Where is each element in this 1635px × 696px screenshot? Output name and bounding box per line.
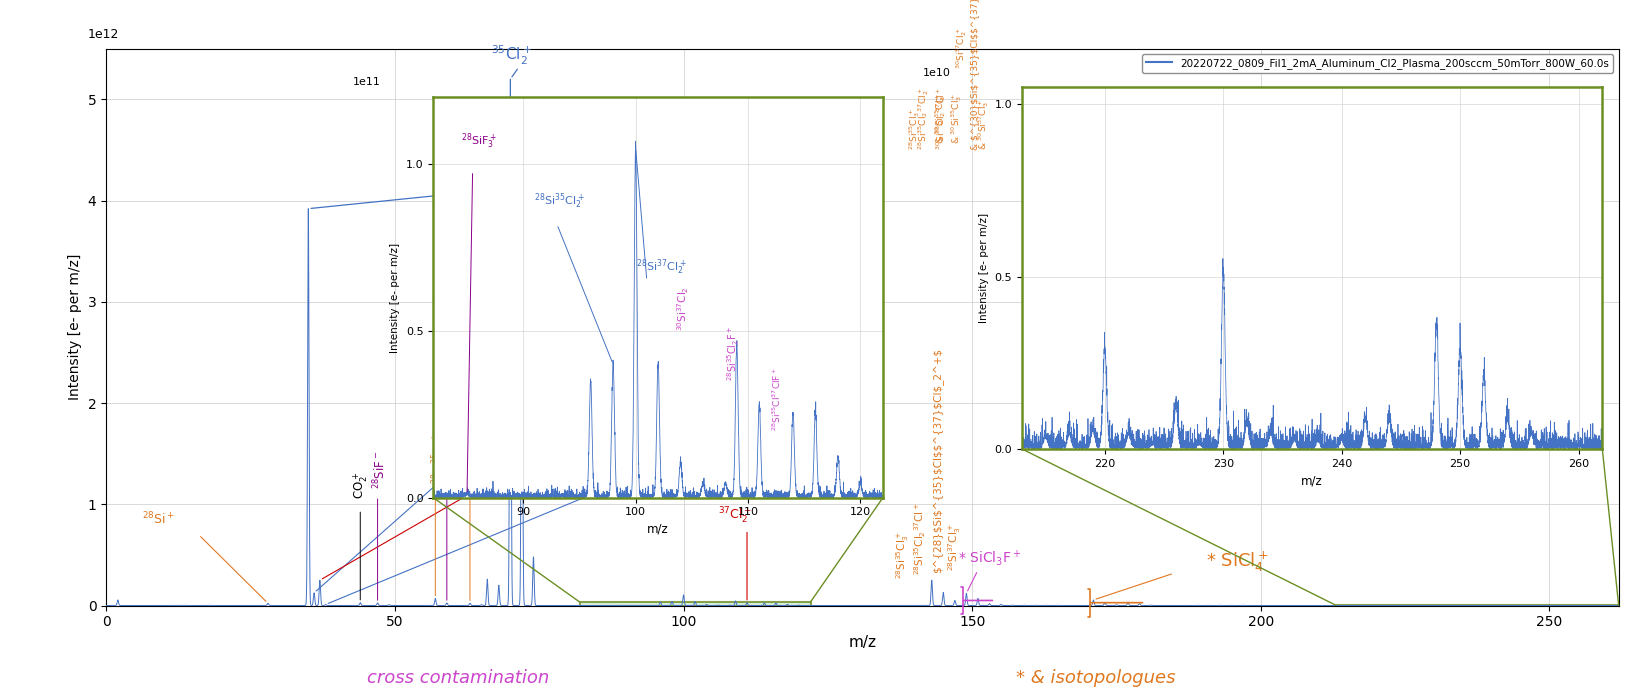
Text: $^{30}$Si$^{37}$Cl$_2$: $^{30}$Si$^{37}$Cl$_2$ [675,286,690,331]
Text: $^{30}$Si$^{37}$Cl$_2^+$
& $^{30}$Si$^{35}$Cl$$^{37}$Cl$_2^+$: $^{30}$Si$^{37}$Cl$_2^+$ & $^{30}$Si$^{3… [953,0,979,150]
Text: $^{35}$Cl$_2^+$: $^{35}$Cl$_2^+$ [492,44,533,68]
Text: $^{28}$Si$^{35}$Cl$^+$: $^{28}$Si$^{35}$Cl$^+$ [430,433,446,484]
Text: cross contamination: cross contamination [366,670,549,688]
Y-axis label: Intensity [e- per m/z]: Intensity [e- per m/z] [391,242,401,353]
Text: $^{28}$Si$^{37}$Cl$^+$: $^{28}$Si$^{37}$Cl$^+$ [476,397,492,449]
Text: $^{28}$SiF$_2^-$: $^{28}$SiF$_2^-$ [448,448,468,484]
Bar [580,602,811,606]
Text: * & isotopologues: * & isotopologues [1015,670,1176,688]
Text: $^{28}$Si$^{35}$Cl$_3^+$: $^{28}$Si$^{35}$Cl$_3^+$ [907,109,922,150]
Text: $^{28}$Si$^{35}$Cl$_2$$^{37}$Cl$^+$: $^{28}$Si$^{35}$Cl$_2$$^{37}$Cl$^+$ [912,503,929,575]
Text: $^{30}$Si$^{35}$Cl$_2$$^{37}$Cl$^+$
& $^{30}$Si$^{35}$Cl$_3^+$: $^{30}$Si$^{35}$Cl$_2$$^{37}$Cl$^+$ & $^… [934,87,965,150]
Text: $^{28}$SiF$_3^+$: $^{28}$SiF$_3^+$ [461,131,497,150]
Text: $^{28}$Si$^{35}$Cl$$^{37}$Cl$_2^+$: $^{28}$Si$^{35}$Cl$$^{37}$Cl$_2^+$ [932,348,943,573]
Y-axis label: Intensity [e- per m/z]: Intensity [e- per m/z] [69,254,82,400]
Text: $^{28}$Si$^{35}$Cl$_2$$^{37}$Cl$_2^+$
& $^{30}$Si$^{35}$Cl$_3^+$: $^{28}$Si$^{35}$Cl$_2$$^{37}$Cl$_2^+$ & … [916,87,948,150]
Text: $^{28}$Si$^+$: $^{28}$Si$^+$ [142,511,175,528]
Text: $^{28}$Si$^{37}$Cl$_3^+$: $^{28}$Si$^{37}$Cl$_3^+$ [947,523,963,571]
Text: CO$_2^+$: CO$_2^+$ [352,472,370,499]
Text: $^{28}$Si$^{35}$Cl$_2$F$^+$: $^{28}$Si$^{35}$Cl$_2$F$^+$ [726,326,741,381]
Text: & $^{30}$Si$^{37}$Cl$_3^+$: & $^{30}$Si$^{37}$Cl$_3^+$ [976,98,991,150]
Text: $^{28}$Si$^{37}$Cl$_2^+$: $^{28}$Si$^{37}$Cl$_2^+$ [636,258,687,277]
Text: $^{28}$Si$^{35}$Cl$^{37}$ClF$^+$: $^{28}$Si$^{35}$Cl$^{37}$ClF$^+$ [770,367,783,431]
Text: 1e12: 1e12 [88,28,119,40]
Text: H$^{35}$Cl$^+$: H$^{35}$Cl$^+$ [661,293,706,310]
X-axis label: m/z: m/z [849,635,876,650]
Y-axis label: Intensity [e- per m/z]: Intensity [e- per m/z] [979,213,989,323]
Text: $^{37}$Cl$_2^+$: $^{37}$Cl$_2^+$ [718,505,752,525]
Text: * SiCl$_4^+$: * SiCl$_4^+$ [1207,550,1269,574]
Text: $^{28}$SiF$^-$: $^{28}$SiF$^-$ [373,451,389,489]
X-axis label: m/z: m/z [1301,474,1323,487]
Text: H$^{37}$Cl$^+$: H$^{37}$Cl$^+$ [788,404,832,421]
Legend: 20220722_0809_Fil1_2mA_Aluminum_Cl2_Plasma_200sccm_50mTorr_800W_60.0s: 20220722_0809_Fil1_2mA_Aluminum_Cl2_Plas… [1141,54,1614,73]
Text: $^{37}$Cl$^+$: $^{37}$Cl$^+$ [729,334,765,350]
Text: $^{28}$Si$^{35}$Cl$_3^+$: $^{28}$Si$^{35}$Cl$_3^+$ [894,532,911,579]
Text: * SiCl$_3$F$^+$: * SiCl$_3$F$^+$ [958,548,1022,568]
Text: 1e11: 1e11 [353,77,381,88]
X-axis label: m/z: m/z [647,523,669,536]
Text: $^{28}$Si$^{35}$Cl$_2^+$: $^{28}$Si$^{35}$Cl$_2^+$ [535,191,585,211]
Text: 1e10: 1e10 [924,68,952,78]
Text: $^{35}$Cl$^+$: $^{35}$Cl$^+$ [536,170,577,189]
Text: $^{35}$Cl$^{37}$Cl$^+$: $^{35}$Cl$^{37}$Cl$^+$ [499,119,564,138]
